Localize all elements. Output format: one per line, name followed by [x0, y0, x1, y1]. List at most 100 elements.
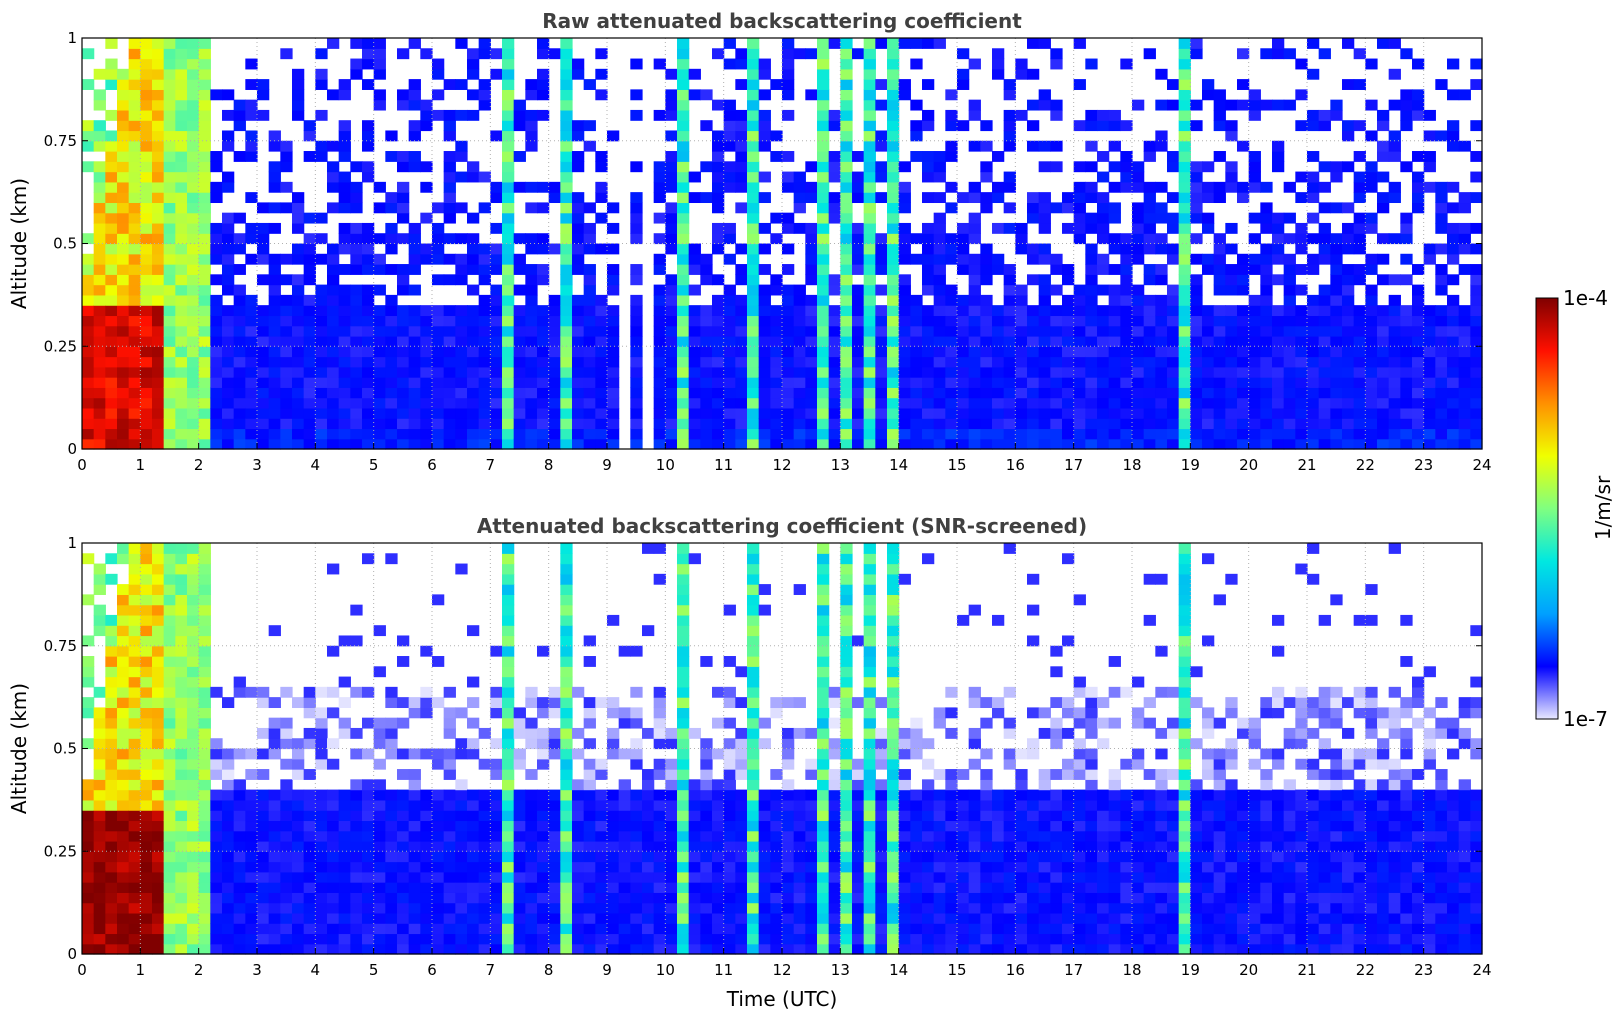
heatmap-cell	[1447, 222, 1460, 234]
heatmap-cell	[478, 727, 491, 739]
heatmap-cell	[82, 840, 95, 852]
heatmap-cell	[677, 120, 690, 132]
heatmap-cell	[1120, 377, 1133, 388]
heatmap-cell	[152, 325, 165, 337]
heatmap-cell	[1423, 356, 1436, 368]
heatmap-cell	[957, 407, 970, 419]
heatmap-cell	[268, 377, 281, 388]
heatmap-cell	[1283, 305, 1296, 317]
heatmap-cell	[222, 346, 235, 358]
heatmap-cell	[117, 264, 130, 275]
heatmap-cell	[817, 335, 830, 347]
heatmap-cell	[642, 779, 655, 791]
heatmap-cell	[793, 346, 806, 358]
heatmap-cell	[910, 253, 923, 265]
heatmap-cell	[1202, 356, 1215, 368]
heatmap-cell	[957, 222, 970, 234]
heatmap-cell	[1003, 130, 1016, 142]
heatmap-cell	[350, 810, 363, 822]
heatmap-cell	[327, 933, 340, 945]
panel-raw: Raw attenuated backscattering coefficien…	[7, 9, 1492, 474]
heatmap-cell	[980, 438, 993, 450]
heatmap-cell	[420, 243, 433, 255]
heatmap-cell	[1027, 315, 1040, 327]
heatmap-cell	[245, 192, 258, 204]
heatmap-cell	[1342, 264, 1355, 275]
heatmap-cell	[198, 871, 211, 883]
heatmap-cell	[432, 397, 445, 409]
heatmap-cell	[163, 697, 176, 709]
heatmap-cell	[513, 407, 526, 419]
heatmap-cell	[1062, 366, 1075, 378]
heatmap-cell	[595, 830, 608, 842]
heatmap-cell	[1307, 407, 1320, 419]
heatmap-cell	[1342, 120, 1355, 132]
heatmap-cell	[630, 943, 643, 955]
heatmap-cell	[700, 810, 713, 822]
heatmap-cell	[933, 356, 946, 368]
heatmap-cell	[187, 418, 200, 430]
heatmap-cell	[1435, 79, 1448, 90]
heatmap-cell	[583, 779, 596, 791]
heatmap-cell	[630, 840, 643, 852]
heatmap-cell	[793, 438, 806, 450]
heatmap-cell	[198, 799, 211, 811]
heatmap-cell	[758, 738, 771, 750]
heatmap-cell	[292, 366, 305, 378]
heatmap-cell	[968, 315, 981, 327]
heatmap-cell	[268, 912, 281, 924]
heatmap-cell	[140, 769, 153, 780]
heatmap-cell	[595, 48, 608, 60]
heatmap-cell	[1190, 99, 1203, 111]
heatmap-cell	[770, 212, 783, 224]
panel-raw-grid	[82, 38, 1482, 449]
heatmap-cell	[140, 274, 153, 286]
heatmap-cell	[712, 861, 725, 873]
heatmap-cell	[222, 233, 235, 245]
heatmap-cell	[1073, 335, 1086, 347]
heatmap-cell	[653, 58, 666, 70]
heatmap-cell	[1435, 243, 1448, 255]
heatmap-cell	[1272, 48, 1285, 60]
heatmap-cell	[117, 656, 130, 667]
heatmap-cell	[968, 99, 981, 111]
heatmap-cell	[1237, 335, 1250, 347]
heatmap-cell	[455, 943, 468, 955]
heatmap-cell	[163, 48, 176, 60]
heatmap-cell	[117, 707, 130, 719]
heatmap-cell	[1073, 161, 1086, 173]
heatmap-cell	[712, 243, 725, 255]
heatmap-cell	[525, 387, 538, 399]
heatmap-cell	[793, 861, 806, 873]
heatmap-cell	[93, 89, 106, 101]
heatmap-cell	[618, 830, 631, 842]
heatmap-cell	[1470, 192, 1483, 204]
heatmap-cell	[980, 243, 993, 255]
heatmap-cell	[922, 325, 935, 337]
heatmap-cell	[968, 109, 981, 121]
heatmap-cell	[490, 335, 503, 347]
heatmap-cell	[490, 882, 503, 893]
heatmap-cell	[128, 140, 141, 152]
heatmap-cell	[817, 233, 830, 245]
heatmap-cell	[945, 109, 958, 121]
heatmap-cell	[1377, 377, 1390, 388]
heatmap-cell	[327, 943, 340, 955]
heatmap-cell	[128, 871, 141, 883]
heatmap-cell	[1272, 233, 1285, 245]
heatmap-cell	[198, 387, 211, 399]
heatmap-cell	[117, 738, 130, 750]
heatmap-cell	[467, 68, 480, 80]
heatmap-cell	[467, 58, 480, 70]
heatmap-cell	[432, 923, 445, 935]
heatmap-cell	[117, 614, 130, 626]
heatmap-cell	[922, 233, 935, 245]
heatmap-cell	[980, 335, 993, 347]
heatmap-cell	[1458, 202, 1471, 214]
heatmap-cell	[572, 727, 585, 739]
heatmap-cell	[782, 758, 795, 770]
heatmap-cell	[385, 892, 398, 904]
heatmap-cell	[1447, 181, 1460, 193]
heatmap-cell	[338, 789, 351, 801]
heatmap-cell	[513, 181, 526, 193]
